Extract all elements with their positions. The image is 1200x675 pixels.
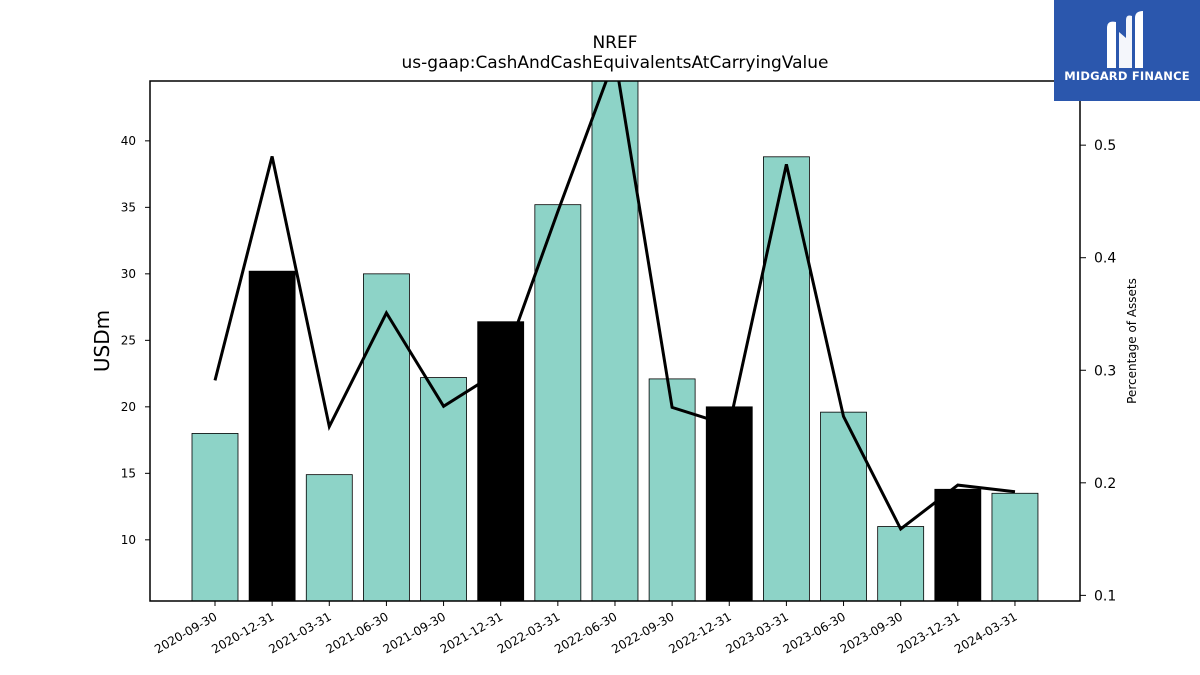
x-axis: 2020-09-302020-12-312021-03-312021-06-30… xyxy=(152,601,1019,656)
y-axis-label: USDm xyxy=(90,310,114,372)
y-tick-label: 25 xyxy=(121,333,136,347)
bar-2022-12-31 xyxy=(705,406,753,602)
x-tick-label: 2020-12-31 xyxy=(209,609,276,656)
bar-2021-06-30 xyxy=(363,273,410,602)
x-tick-label: 2022-03-31 xyxy=(495,609,562,656)
y-axis-right-label: Percentage of Assets xyxy=(1125,278,1139,404)
x-tick-label: 2022-12-31 xyxy=(666,609,733,656)
bar-2020-12-31 xyxy=(248,270,296,602)
x-tick-label: 2023-03-31 xyxy=(723,609,790,656)
y-right-tick-label: 0.5 xyxy=(1094,138,1116,154)
x-tick-label: 2023-12-31 xyxy=(895,609,962,656)
y-tick-label: 10 xyxy=(121,533,136,547)
midgard-m-icon xyxy=(1107,11,1143,69)
line-series xyxy=(213,81,1016,532)
x-tick-label: 2022-06-30 xyxy=(552,609,619,656)
brand-name: MIDGARD FINANCE xyxy=(1064,69,1190,83)
bar-2023-06-30 xyxy=(820,411,867,602)
x-tick-label: 2024-03-31 xyxy=(952,609,1019,656)
bar-2022-09-30 xyxy=(648,378,696,602)
percentage-line xyxy=(213,81,1016,532)
bar-2021-03-31 xyxy=(305,474,353,602)
bar-2022-06-30 xyxy=(591,80,639,602)
x-tick-label: 2021-06-30 xyxy=(324,609,391,656)
y-right-tick-label: 0.4 xyxy=(1094,251,1116,267)
x-tick-label: 2020-09-30 xyxy=(152,609,219,656)
y-tick-label: 15 xyxy=(121,466,136,480)
chart-title: NREF xyxy=(592,33,637,53)
chart-subtitle: us-gaap:CashAndCashEquivalentsAtCarrying… xyxy=(402,53,829,73)
bar-2020-09-30 xyxy=(191,433,239,602)
bar-2023-03-31 xyxy=(763,156,810,602)
bar-2021-12-31 xyxy=(477,321,525,602)
brand-logo: MIDGARD FINANCE xyxy=(1054,0,1200,101)
y-tick-label: 30 xyxy=(121,267,136,281)
y-tick-label: 20 xyxy=(121,400,136,414)
x-tick-label: 2023-09-30 xyxy=(838,609,905,656)
bar-2024-03-31 xyxy=(991,492,1039,602)
y-right-tick-label: 0.3 xyxy=(1094,363,1116,379)
x-tick-label: 2023-06-30 xyxy=(781,609,848,656)
bar-2021-09-30 xyxy=(420,377,467,602)
y-tick-label: 35 xyxy=(121,200,136,214)
x-tick-label: 2021-12-31 xyxy=(438,609,505,656)
x-tick-label: 2021-09-30 xyxy=(381,609,448,656)
bar-2023-12-31 xyxy=(934,488,982,602)
y-right-tick-label: 0.1 xyxy=(1094,588,1116,604)
y-axis-left: 10 15 20 25 30 35 40 xyxy=(121,134,150,547)
y-axis-right: 0.1 0.2 0.3 0.4 0.5 xyxy=(1080,138,1116,604)
bar-series xyxy=(191,80,1039,602)
bar-2022-03-31 xyxy=(534,204,582,602)
y-tick-label: 40 xyxy=(121,134,136,148)
bar-2023-09-30 xyxy=(877,526,925,602)
y-right-tick-label: 0.2 xyxy=(1094,476,1116,492)
x-tick-label: 2021-03-31 xyxy=(266,609,333,656)
x-tick-label: 2022-09-30 xyxy=(609,609,676,656)
